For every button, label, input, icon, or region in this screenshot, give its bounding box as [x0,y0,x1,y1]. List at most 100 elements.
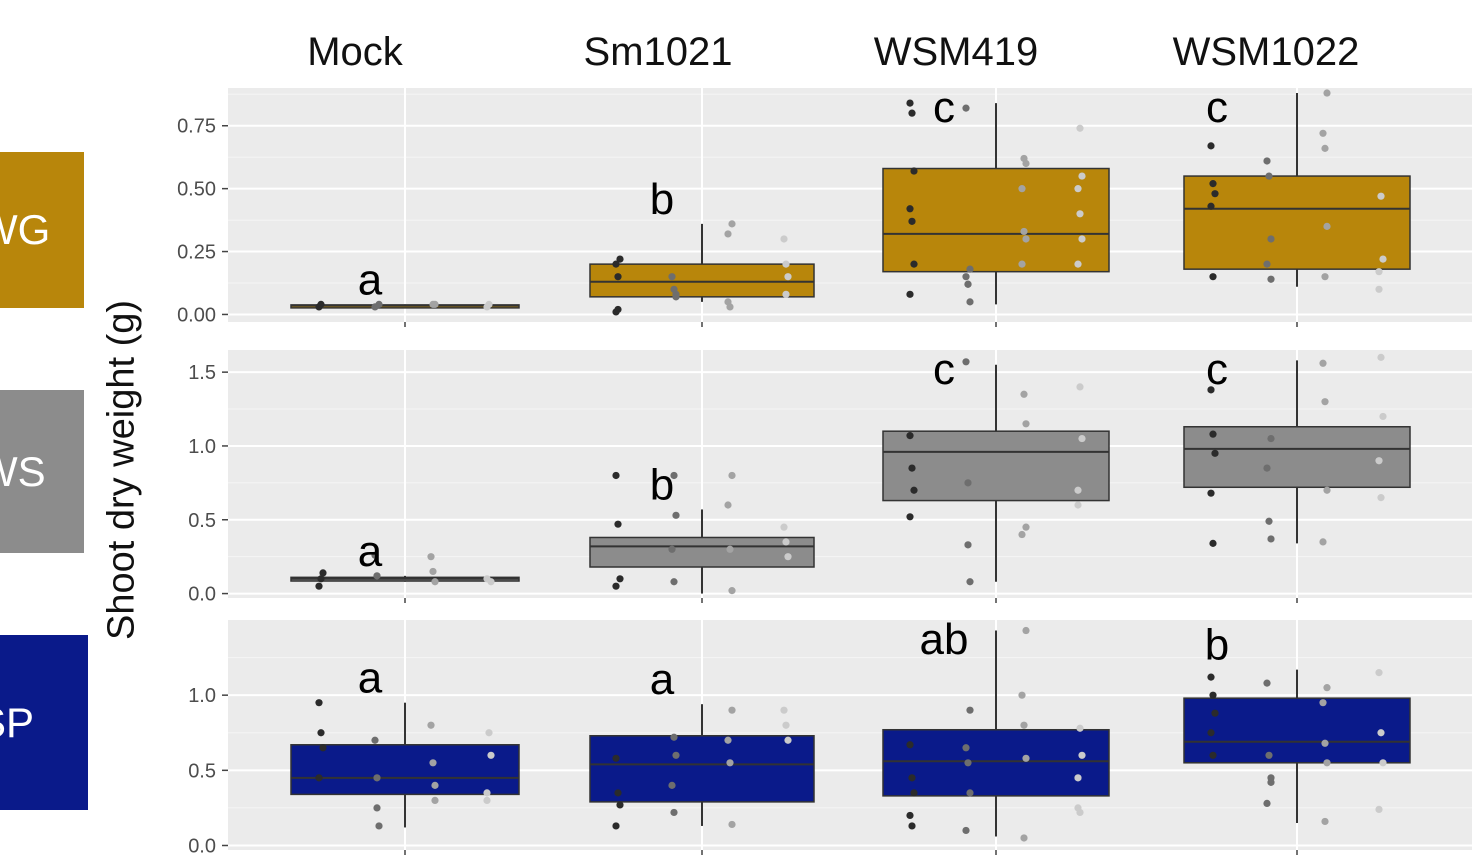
box-wg-2 [882,167,1110,273]
row-tag-ws-label: WS [0,447,46,495]
data-point [1076,210,1084,218]
data-point [782,260,790,268]
data-point [616,575,624,583]
data-point [1263,679,1271,687]
data-point [1022,420,1030,428]
data-point [614,520,622,528]
data-point [728,587,736,595]
data-point [964,541,972,549]
data-point [483,789,491,797]
data-point [906,99,914,107]
data-point [670,578,678,586]
data-point [1018,185,1026,193]
y-tick-label: 0.75 [177,116,216,138]
data-point [1265,517,1273,525]
data-point [614,789,622,797]
y-tick-label: 1.0 [188,685,216,707]
data-point [1321,739,1329,747]
y-tick-label: 0.0 [188,835,216,855]
row-tag-wg-label: WG [0,206,51,253]
data-point [906,205,914,213]
data-point [908,774,916,782]
data-point [1207,729,1215,737]
data-point [483,796,491,804]
data-point [906,741,914,749]
data-point [966,265,974,273]
data-point [1263,157,1271,165]
data-point [1319,699,1327,707]
y-axis-label: Shoot dry weight (g) [100,299,143,641]
data-point [429,759,437,767]
data-point [612,260,620,268]
data-point [1078,751,1086,759]
data-point [908,109,916,117]
data-point [1074,260,1082,268]
data-point [427,721,435,729]
y-tick-label: 0.5 [188,510,216,532]
significance-letter: c [1206,83,1228,132]
data-point [1209,539,1217,547]
y-tick-label: 0.25 [177,242,216,264]
significance-letter: a [358,255,383,304]
data-point [962,826,970,835]
data-point [483,575,491,583]
data-point [1209,751,1217,759]
data-point [1020,721,1028,729]
data-point [1207,142,1215,150]
data-point [728,706,736,714]
data-point [1263,799,1271,807]
data-point [1377,353,1385,361]
data-point [670,471,678,480]
row-tag-sp-label: SP [0,698,35,746]
data-point [1379,412,1387,421]
data-point [612,754,620,762]
data-point [319,569,327,577]
data-point [1074,185,1082,193]
data-point [317,575,325,583]
data-point [485,729,493,737]
data-point [668,545,676,553]
data-point [906,432,914,440]
data-point [1018,260,1026,268]
data-point [724,736,732,744]
data-point [906,290,914,298]
box-sp-2 [882,728,1110,797]
data-point [908,822,916,830]
data-point [1377,729,1385,737]
data-point [1076,383,1084,391]
data-point [1267,235,1275,243]
y-tick-label: 1.0 [188,436,216,458]
data-point [964,280,972,288]
significance-letter: c [933,83,955,132]
y-tick-label: 0.00 [177,304,216,326]
significance-letter: a [650,655,675,704]
box-ws-3 [1183,426,1411,489]
data-point [908,217,916,225]
data-point [1323,486,1331,494]
significance-letter: a [358,654,383,703]
data-point [966,789,974,797]
data-point [315,699,323,707]
data-point [1379,759,1387,767]
box-wg-1 [589,263,815,298]
data-point [1078,172,1086,180]
data-point [616,801,624,809]
data-point [1321,398,1329,406]
data-point [614,273,622,281]
data-point [431,300,439,308]
data-point [966,578,974,586]
data-point [1076,124,1084,132]
data-point [1267,778,1275,786]
data-point [782,290,790,298]
data-point [1319,538,1327,546]
data-point [1207,202,1215,210]
data-point [780,706,788,714]
data-point [726,545,734,553]
data-point [910,486,918,494]
column-title-wsm1022: WSM1022 [1172,30,1360,74]
data-point [910,260,918,268]
data-point [670,285,678,293]
data-point [1078,235,1086,243]
data-point [1209,180,1217,188]
